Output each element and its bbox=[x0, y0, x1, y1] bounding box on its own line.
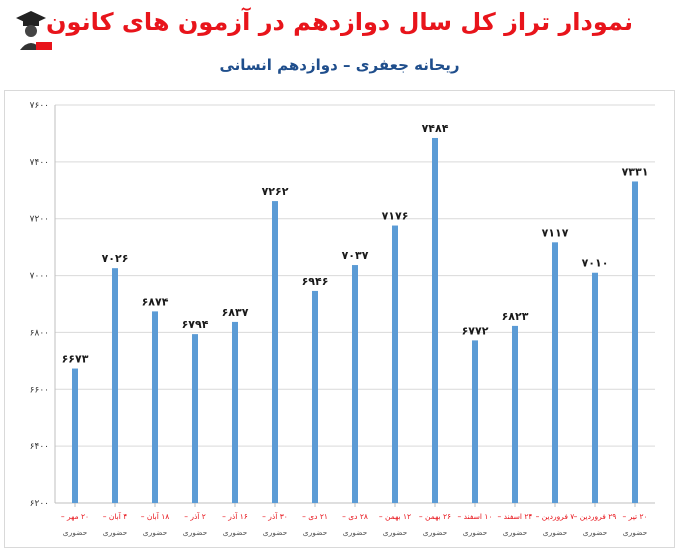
bar bbox=[272, 201, 278, 503]
x-category-label: ۲۰ تیر – bbox=[622, 512, 647, 521]
data-label: ۷۱۱۷ bbox=[542, 226, 569, 239]
x-category-sublabel: حضوری bbox=[423, 528, 448, 537]
x-category-sublabel: حضوری bbox=[503, 528, 528, 537]
data-label: ۷۱۷۶ bbox=[382, 210, 409, 223]
y-tick-label: ۶۲۰۰ bbox=[30, 499, 49, 509]
bar bbox=[72, 368, 78, 503]
x-category-sublabel: حضوری bbox=[63, 528, 88, 537]
y-tick-label: ۶۴۰۰ bbox=[30, 442, 49, 452]
x-category-label: ۷ فروردین – bbox=[536, 512, 575, 521]
bar bbox=[152, 311, 158, 503]
y-tick-label: ۶۸۰۰ bbox=[30, 328, 49, 338]
kanoon-logo bbox=[8, 6, 54, 52]
bar bbox=[352, 265, 358, 503]
x-category-label: ۲۴ اسفند – bbox=[498, 512, 533, 521]
x-category-label: ۳۰ آذر – bbox=[262, 511, 288, 521]
x-category-label: ۲۱ دی – bbox=[302, 512, 328, 521]
data-label: ۷۰۳۷ bbox=[342, 249, 369, 262]
bar bbox=[552, 242, 558, 503]
x-category-sublabel: حضوری bbox=[223, 528, 248, 537]
y-tick-label: ۷۶۰۰ bbox=[30, 101, 49, 111]
bar bbox=[432, 137, 438, 503]
x-category-label: ۲۸ دی – bbox=[342, 512, 368, 521]
bar-chart: ۶۲۰۰ ۶۴۰۰ ۶۶۰۰ ۶۸۰۰ ۷۰۰۰ ۷۲۰۰ ۷۴۰۰ ۷۶۰۰ ۶۶۷۳ ۲۰ م… bbox=[30, 101, 655, 537]
x-category-sublabel: حضوری bbox=[183, 528, 208, 537]
x-category-sublabel: حضوری bbox=[463, 528, 488, 537]
x-category-sublabel: حضوری bbox=[623, 528, 648, 537]
y-tick-label: ۷۲۰۰ bbox=[30, 215, 49, 225]
data-label: ۷۲۶۲ bbox=[262, 185, 289, 198]
x-category-label: ۱۶ آذر – bbox=[222, 511, 248, 521]
x-category-sublabel: حضوری bbox=[543, 528, 568, 537]
data-label: ۷۳۳۱ bbox=[622, 165, 649, 178]
y-tick-label: ۷۰۰۰ bbox=[30, 272, 49, 282]
data-label: ۶۸۷۴ bbox=[142, 295, 169, 308]
data-label: ۶۹۴۶ bbox=[302, 275, 329, 288]
chart-title: نمودار تراز کل سال دوازدهم در آزمون های … bbox=[46, 8, 633, 36]
x-category-sublabel: حضوری bbox=[383, 528, 408, 537]
y-tick-label: ۷۴۰۰ bbox=[30, 158, 49, 168]
bar bbox=[312, 290, 318, 503]
data-label: ۶۷۷۲ bbox=[462, 324, 489, 337]
data-label: ۷۰۱۰ bbox=[582, 257, 609, 270]
x-category-sublabel: حضوری bbox=[303, 528, 328, 537]
x-category-label: ۲۶ بهمن – bbox=[419, 512, 451, 521]
x-category-label: ۲ آذر – bbox=[184, 511, 206, 521]
data-label: ۶۶۷۳ bbox=[62, 353, 89, 366]
x-category-label: ۲۹ فروردین – bbox=[574, 512, 617, 521]
data-label: ۶۸۳۷ bbox=[222, 306, 249, 319]
data-label: ۶۷۹۴ bbox=[182, 318, 209, 331]
x-category-label: ۲۰ مهر – bbox=[61, 512, 89, 521]
x-category-label: ۱۸ آبان – bbox=[141, 511, 170, 521]
bar bbox=[192, 334, 198, 503]
x-category-label: ۴ آبان – bbox=[103, 511, 128, 521]
x-category-sublabel: حضوری bbox=[143, 528, 168, 537]
x-category-sublabel: حضوری bbox=[103, 528, 128, 537]
bar bbox=[592, 272, 598, 503]
bar bbox=[392, 225, 398, 503]
chart-subtitle: ریحانه جعفری – دوازدهم انسانی bbox=[219, 56, 460, 74]
data-label: ۷۰۲۶ bbox=[102, 252, 129, 265]
x-category-label: ۱۰ اسفند – bbox=[458, 512, 493, 521]
data-label: ۶۸۲۳ bbox=[502, 310, 529, 323]
bar bbox=[632, 181, 638, 504]
x-category-sublabel: حضوری bbox=[263, 528, 288, 537]
chart-area: ۶۲۰۰ ۶۴۰۰ ۶۶۰۰ ۶۸۰۰ ۷۰۰۰ ۷۲۰۰ ۷۴۰۰ ۷۶۰۰ ۶۶۷۳ ۲۰ م… bbox=[4, 90, 675, 548]
bar bbox=[512, 325, 518, 503]
x-category-sublabel: حضوری bbox=[343, 528, 368, 537]
bar bbox=[472, 340, 478, 503]
x-category-label: ۱۲ بهمن – bbox=[379, 512, 411, 521]
x-category-sublabel: حضوری bbox=[583, 528, 608, 537]
data-label: ۷۴۸۴ bbox=[422, 122, 449, 135]
y-tick-label: ۶۶۰۰ bbox=[30, 385, 49, 395]
bar bbox=[232, 321, 238, 503]
bar bbox=[112, 268, 118, 503]
